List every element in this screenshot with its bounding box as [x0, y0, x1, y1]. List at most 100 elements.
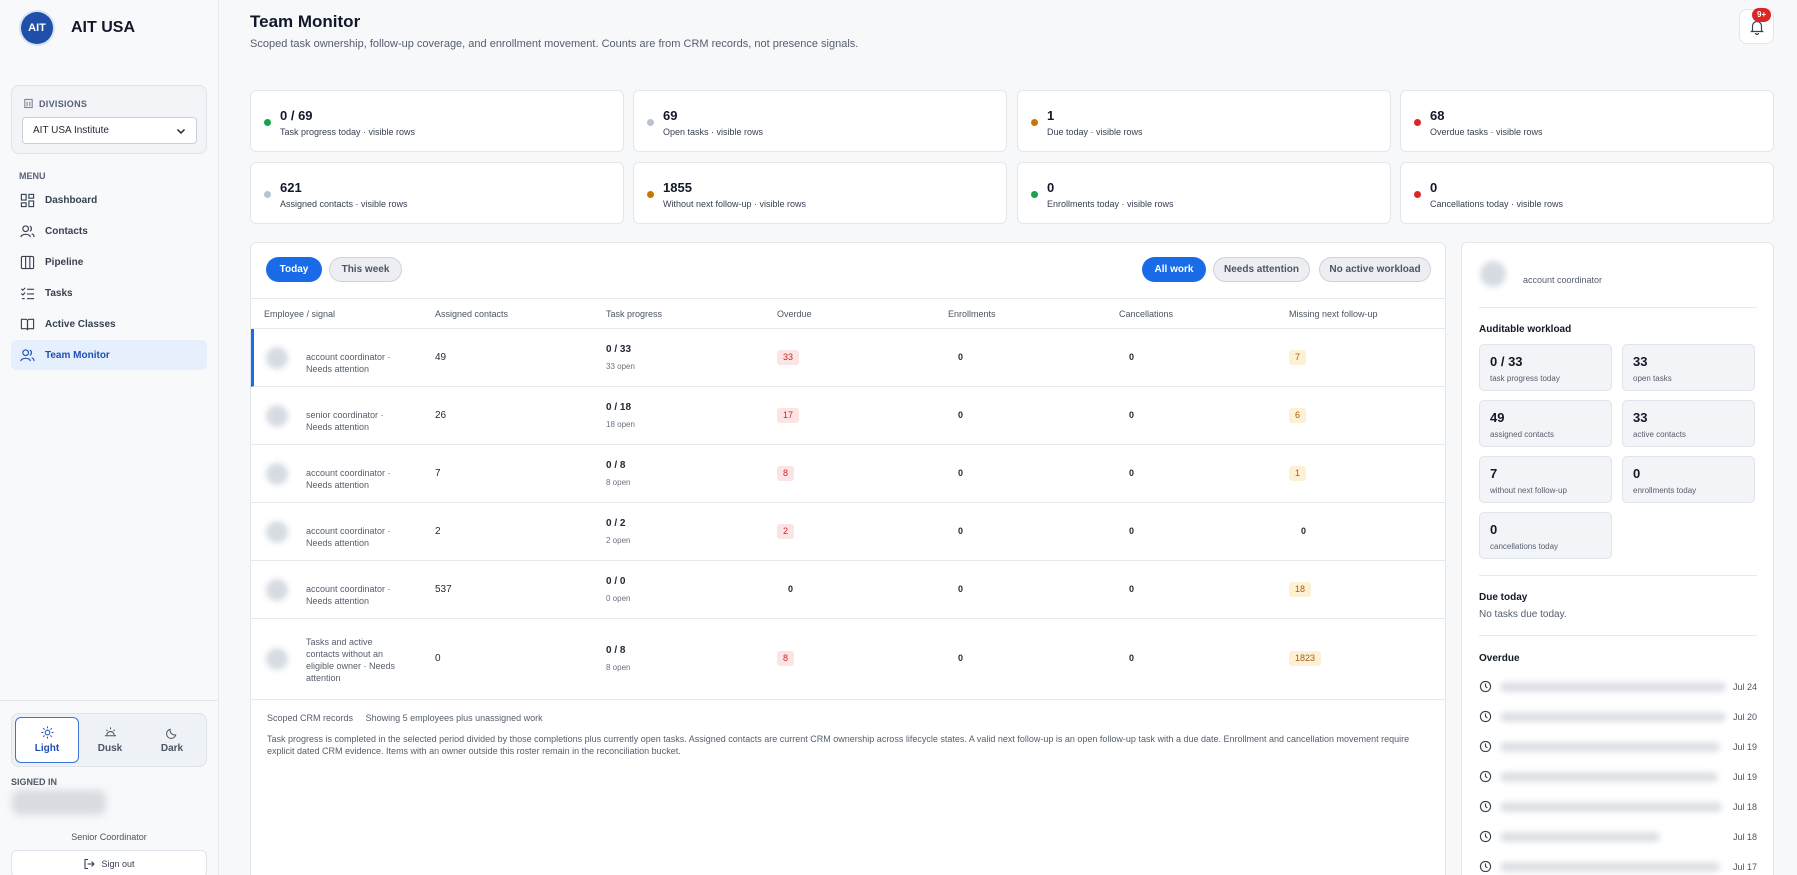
- overdue-task-item[interactable]: Jul 24: [1479, 679, 1757, 695]
- table-row[interactable]: account coordinator · Needs attention 53…: [251, 561, 1445, 619]
- overdue-task-item[interactable]: Jul 18: [1479, 829, 1757, 845]
- task-progress: 0 / 0: [606, 576, 626, 587]
- due-date: Jul 18: [1732, 832, 1757, 842]
- assigned-contacts: 0: [435, 653, 441, 664]
- sign-out-label: Sign out: [101, 859, 135, 869]
- overdue-task-item[interactable]: Jul 17: [1479, 859, 1757, 875]
- due-date: Jul 19: [1732, 742, 1757, 752]
- column-header[interactable]: Overdue: [777, 309, 812, 319]
- nav-item-team-monitor[interactable]: Team Monitor: [11, 340, 207, 370]
- tile-label: cancellations today: [1490, 542, 1559, 551]
- task-title-redacted: [1500, 832, 1660, 842]
- nav-item-dashboard[interactable]: Dashboard: [11, 185, 207, 215]
- cancellations-count: 0: [1129, 352, 1135, 362]
- task-open-count: 8 open: [606, 478, 631, 487]
- nav-item-tasks[interactable]: Tasks: [11, 278, 207, 308]
- clock-icon: [1479, 830, 1492, 843]
- enrollments-count: 0: [958, 468, 964, 478]
- overdue-task-item[interactable]: Jul 19: [1479, 739, 1757, 755]
- division-select[interactable]: AIT USA Institute: [22, 117, 197, 144]
- stat-label: Assigned contacts · visible rows: [280, 199, 408, 209]
- filter-no-active-workload-button[interactable]: No active workload: [1319, 257, 1431, 282]
- menu-label: MENU: [19, 171, 46, 181]
- table-row[interactable]: Tasks and active contacts without an eli…: [251, 619, 1445, 699]
- due-date: Jul 24: [1732, 682, 1757, 692]
- overdue-badge: 33: [777, 350, 800, 365]
- column-header[interactable]: Cancellations: [1119, 309, 1174, 319]
- overdue-badge: 2: [777, 524, 795, 539]
- assigned-contacts: 7: [435, 468, 441, 479]
- missing-follow-up-count: 0: [1301, 526, 1307, 536]
- table-row[interactable]: account coordinator · Needs attention 7 …: [251, 445, 1445, 503]
- stat-label: Without next follow-up · visible rows: [663, 199, 807, 209]
- missing-follow-up-badge: 6: [1289, 408, 1307, 423]
- avatar: [266, 405, 288, 427]
- column-header[interactable]: Enrollments: [948, 309, 996, 319]
- tile-value: 7: [1490, 466, 1498, 481]
- status-dot: [647, 119, 654, 126]
- brand-name: AIT USA: [71, 19, 135, 36]
- table-row[interactable]: account coordinator · Needs attention 49…: [251, 329, 1445, 387]
- column-header[interactable]: Task progress: [606, 309, 663, 319]
- clock-icon: [1479, 740, 1492, 753]
- clock-icon: [1479, 680, 1492, 693]
- filter-needs-attention-button[interactable]: Needs attention: [1213, 257, 1310, 282]
- theme-dusk-label: Dusk: [97, 743, 123, 754]
- due-today-empty: No tasks due today.: [1479, 609, 1567, 620]
- theme-light-button[interactable]: Light: [15, 717, 79, 763]
- employee-signal: Tasks and active contacts without an eli…: [306, 637, 396, 683]
- stat-overdue-tasks: 68 Overdue tasks · visible rows: [1400, 90, 1774, 152]
- nav-item-active-classes[interactable]: Active Classes: [11, 309, 207, 339]
- column-header[interactable]: Missing next follow-up: [1289, 309, 1378, 319]
- divisions-card: DIVISIONS AIT USA Institute: [11, 85, 207, 154]
- status-dot: [1031, 191, 1038, 198]
- enrollments-count: 0: [958, 410, 964, 420]
- theme-dusk-button[interactable]: Dusk: [79, 717, 141, 763]
- overdue-task-item[interactable]: Jul 18: [1479, 799, 1757, 815]
- detail-role: account coordinator: [1523, 275, 1603, 285]
- contacts-icon: [20, 224, 35, 237]
- divider: [1479, 635, 1757, 636]
- stat-value: 0: [1430, 180, 1438, 195]
- due-date: Jul 19: [1732, 772, 1757, 782]
- task-open-count: 2 open: [606, 536, 631, 545]
- cancellations-count: 0: [1129, 526, 1135, 536]
- sign-out-icon: [84, 858, 96, 870]
- nav-item-pipeline[interactable]: Pipeline: [11, 247, 207, 277]
- status-dot: [1414, 191, 1421, 198]
- table-row[interactable]: senior coordinator · Needs attention 26 …: [251, 387, 1445, 445]
- due-date: Jul 18: [1732, 802, 1757, 812]
- nav-label-team-monitor: Team Monitor: [45, 349, 110, 361]
- stat-due-today: 1 Due today · visible rows: [1017, 90, 1391, 152]
- task-title-redacted: [1500, 682, 1726, 692]
- filter-all-work-button[interactable]: All work: [1142, 257, 1206, 282]
- tile-label: task progress today: [1490, 374, 1560, 383]
- stat-value: 1855: [663, 180, 692, 195]
- filter-this-week-button[interactable]: This week: [329, 257, 402, 282]
- table-row[interactable]: account coordinator · Needs attention 2 …: [251, 503, 1445, 561]
- workload-tile: 7 without next follow-up: [1479, 456, 1612, 503]
- enrollments-count: 0: [958, 526, 964, 536]
- enrollments-count: 0: [958, 653, 964, 663]
- workload-tile: 0 enrollments today: [1622, 456, 1755, 503]
- notification-count-badge: 9+: [1752, 8, 1772, 22]
- tile-label: open tasks: [1633, 374, 1672, 383]
- column-header[interactable]: Employee / signal: [264, 309, 336, 319]
- overdue-task-item[interactable]: Jul 20: [1479, 709, 1757, 725]
- avatar: [266, 579, 288, 601]
- brand[interactable]: AIT AIT USA: [21, 12, 135, 44]
- tile-value: 33: [1633, 354, 1648, 369]
- task-progress: 0 / 8: [606, 460, 626, 471]
- row-count-label: Showing 5 employees plus unassigned work: [365, 713, 543, 723]
- employee-signal: account coordinator · Needs attention: [306, 526, 391, 548]
- stat-label: Due today · visible rows: [1047, 127, 1143, 137]
- stat-task-progress: 0 / 69 Task progress today · visible row…: [250, 90, 624, 152]
- status-dot: [647, 191, 654, 198]
- clock-icon: [1479, 860, 1492, 873]
- nav-item-contacts[interactable]: Contacts: [11, 216, 207, 246]
- column-header[interactable]: Assigned contacts: [435, 309, 509, 319]
- overdue-task-item[interactable]: Jul 19: [1479, 769, 1757, 785]
- theme-dark-button[interactable]: Dark: [141, 717, 203, 763]
- filter-today-button[interactable]: Today: [266, 257, 322, 282]
- sign-out-button[interactable]: Sign out: [11, 850, 207, 875]
